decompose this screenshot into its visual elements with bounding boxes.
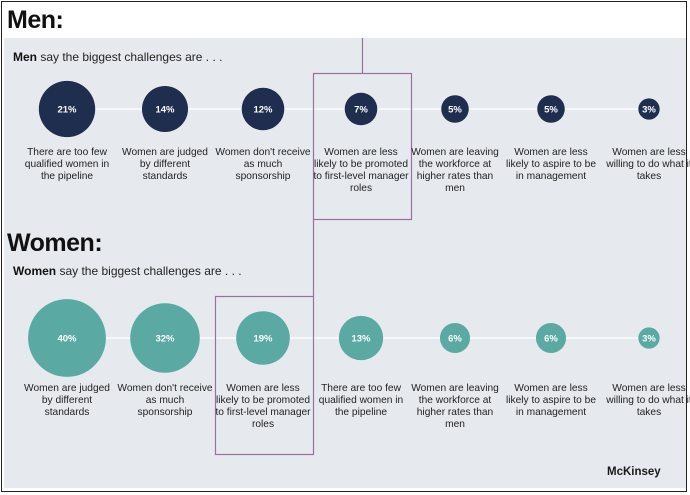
men-bubble-6 bbox=[537, 95, 565, 123]
women-value-3: 19% bbox=[253, 334, 273, 345]
men-subtitle-bold: Men bbox=[13, 50, 37, 64]
women-value-6: 6% bbox=[544, 334, 558, 345]
women-label-2: Women don't receive as much sponsorship bbox=[117, 383, 213, 418]
women-bubble-5 bbox=[439, 322, 471, 354]
women-value-2: 32% bbox=[155, 334, 175, 345]
men-subtitle: Men say the biggest challenges are . . . bbox=[13, 51, 222, 63]
men-label-7: Women are less willing to do what it tak… bbox=[606, 147, 690, 182]
women-bubble-4 bbox=[338, 315, 384, 361]
men-bubble-1 bbox=[38, 80, 96, 138]
women-bubble-1 bbox=[28, 299, 106, 377]
women-label-3: Women are less likely to be promoted to … bbox=[215, 383, 311, 430]
women-subtitle: Women say the biggest challenges are . .… bbox=[13, 265, 242, 277]
men-value-1: 21% bbox=[57, 105, 77, 116]
men-bubble-5 bbox=[441, 95, 469, 123]
women-subtitle-rest: say the biggest challenges are . . . bbox=[56, 264, 242, 278]
women-label-6: Women are less likely to aspire to be in… bbox=[505, 383, 597, 418]
women-value-1: 40% bbox=[57, 334, 77, 345]
men-bubble-7 bbox=[638, 98, 660, 120]
women-bubble-2 bbox=[130, 303, 200, 373]
men-value-6: 5% bbox=[544, 105, 558, 116]
mckinsey-logo: McKinsey bbox=[607, 466, 661, 478]
men-value-2: 14% bbox=[155, 105, 175, 116]
men-subtitle-rest: say the biggest challenges are . . . bbox=[37, 50, 223, 64]
women-label-7: Women are less willing to do what it tak… bbox=[606, 383, 690, 418]
women-label-1: Women are judged by different standards bbox=[24, 383, 110, 418]
men-bubble-3 bbox=[241, 87, 285, 131]
women-label-5: Women are leaving the workforce at highe… bbox=[411, 383, 499, 430]
men-value-3: 12% bbox=[253, 105, 273, 116]
men-label-1: There are too few qualified women in the… bbox=[24, 147, 110, 182]
women-value-5: 6% bbox=[448, 334, 462, 345]
men-label-2: Women are judged by different standards bbox=[122, 147, 208, 182]
women-bubble-7 bbox=[638, 327, 660, 349]
men-heading: Men: bbox=[7, 6, 64, 34]
women-highlight-box bbox=[214, 295, 315, 456]
men-label-5: Women are leaving the workforce at highe… bbox=[411, 147, 499, 194]
men-value-4: 7% bbox=[354, 105, 368, 116]
women-heading: Women: bbox=[7, 229, 103, 257]
men-value-7: 3% bbox=[642, 105, 656, 116]
women-label-4: There are too few qualified women in the… bbox=[318, 383, 404, 418]
women-subtitle-bold: Women bbox=[13, 264, 57, 278]
men-value-5: 5% bbox=[448, 105, 462, 116]
women-bubble-3 bbox=[236, 311, 290, 365]
women-bubble-6 bbox=[535, 322, 567, 354]
men-highlight-box bbox=[312, 72, 413, 221]
men-label-4: Women are less likely to be promoted to … bbox=[313, 147, 409, 194]
men-bubble-4 bbox=[344, 92, 378, 126]
chart-panel bbox=[4, 38, 686, 488]
men-bubble-2 bbox=[141, 85, 189, 133]
women-value-4: 13% bbox=[351, 334, 371, 345]
men-label-3: Women don't receive as much sponsorship bbox=[215, 147, 311, 182]
women-value-7: 3% bbox=[642, 334, 656, 345]
men-label-6: Women are less likely to aspire to be in… bbox=[505, 147, 597, 182]
